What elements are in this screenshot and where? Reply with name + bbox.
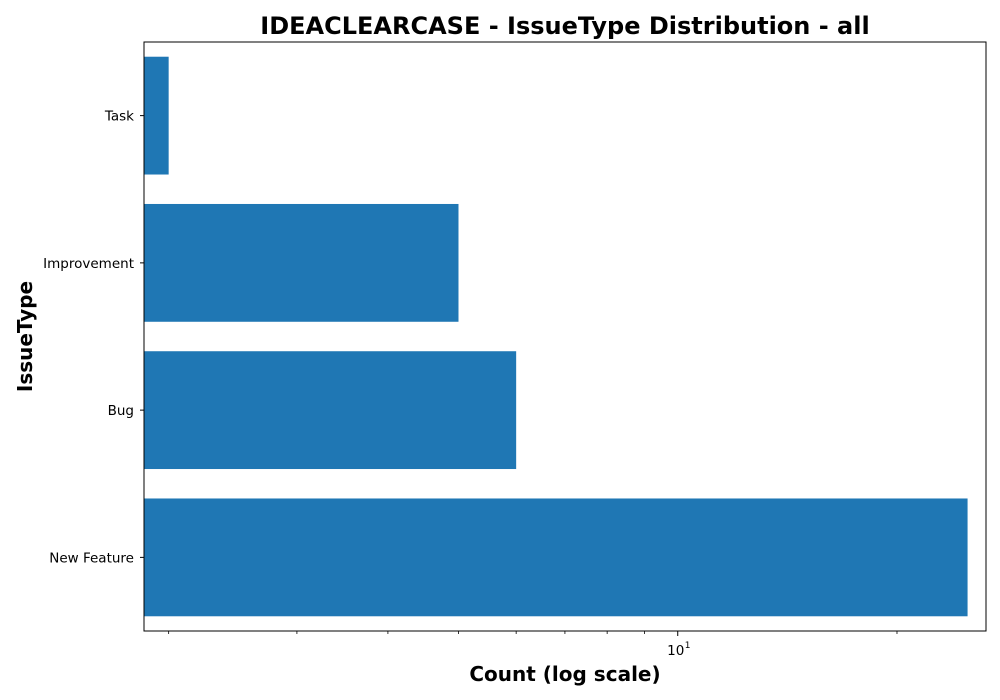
bar-improvement bbox=[144, 203, 459, 322]
y-tick-label: Task bbox=[104, 109, 134, 125]
x-tick-label: 10 bbox=[667, 643, 684, 659]
x-tick-label-exponent: 1 bbox=[685, 641, 691, 651]
ticks-layer: New Feature Bug Improvement Task 10 1 bbox=[43, 109, 898, 659]
bar-bug bbox=[144, 351, 517, 470]
bar-task bbox=[144, 56, 169, 175]
y-tick-label: Improvement bbox=[43, 256, 134, 272]
y-tick-label: Bug bbox=[108, 403, 134, 419]
bar-new-feature bbox=[144, 498, 968, 617]
y-tick-label: New Feature bbox=[49, 550, 134, 566]
y-axis-label: IssueType bbox=[13, 281, 37, 392]
bars-layer bbox=[144, 56, 968, 617]
chart-title: IDEACLEARCASE - IssueType Distribution -… bbox=[260, 12, 869, 40]
x-axis-label: Count (log scale) bbox=[469, 662, 660, 686]
